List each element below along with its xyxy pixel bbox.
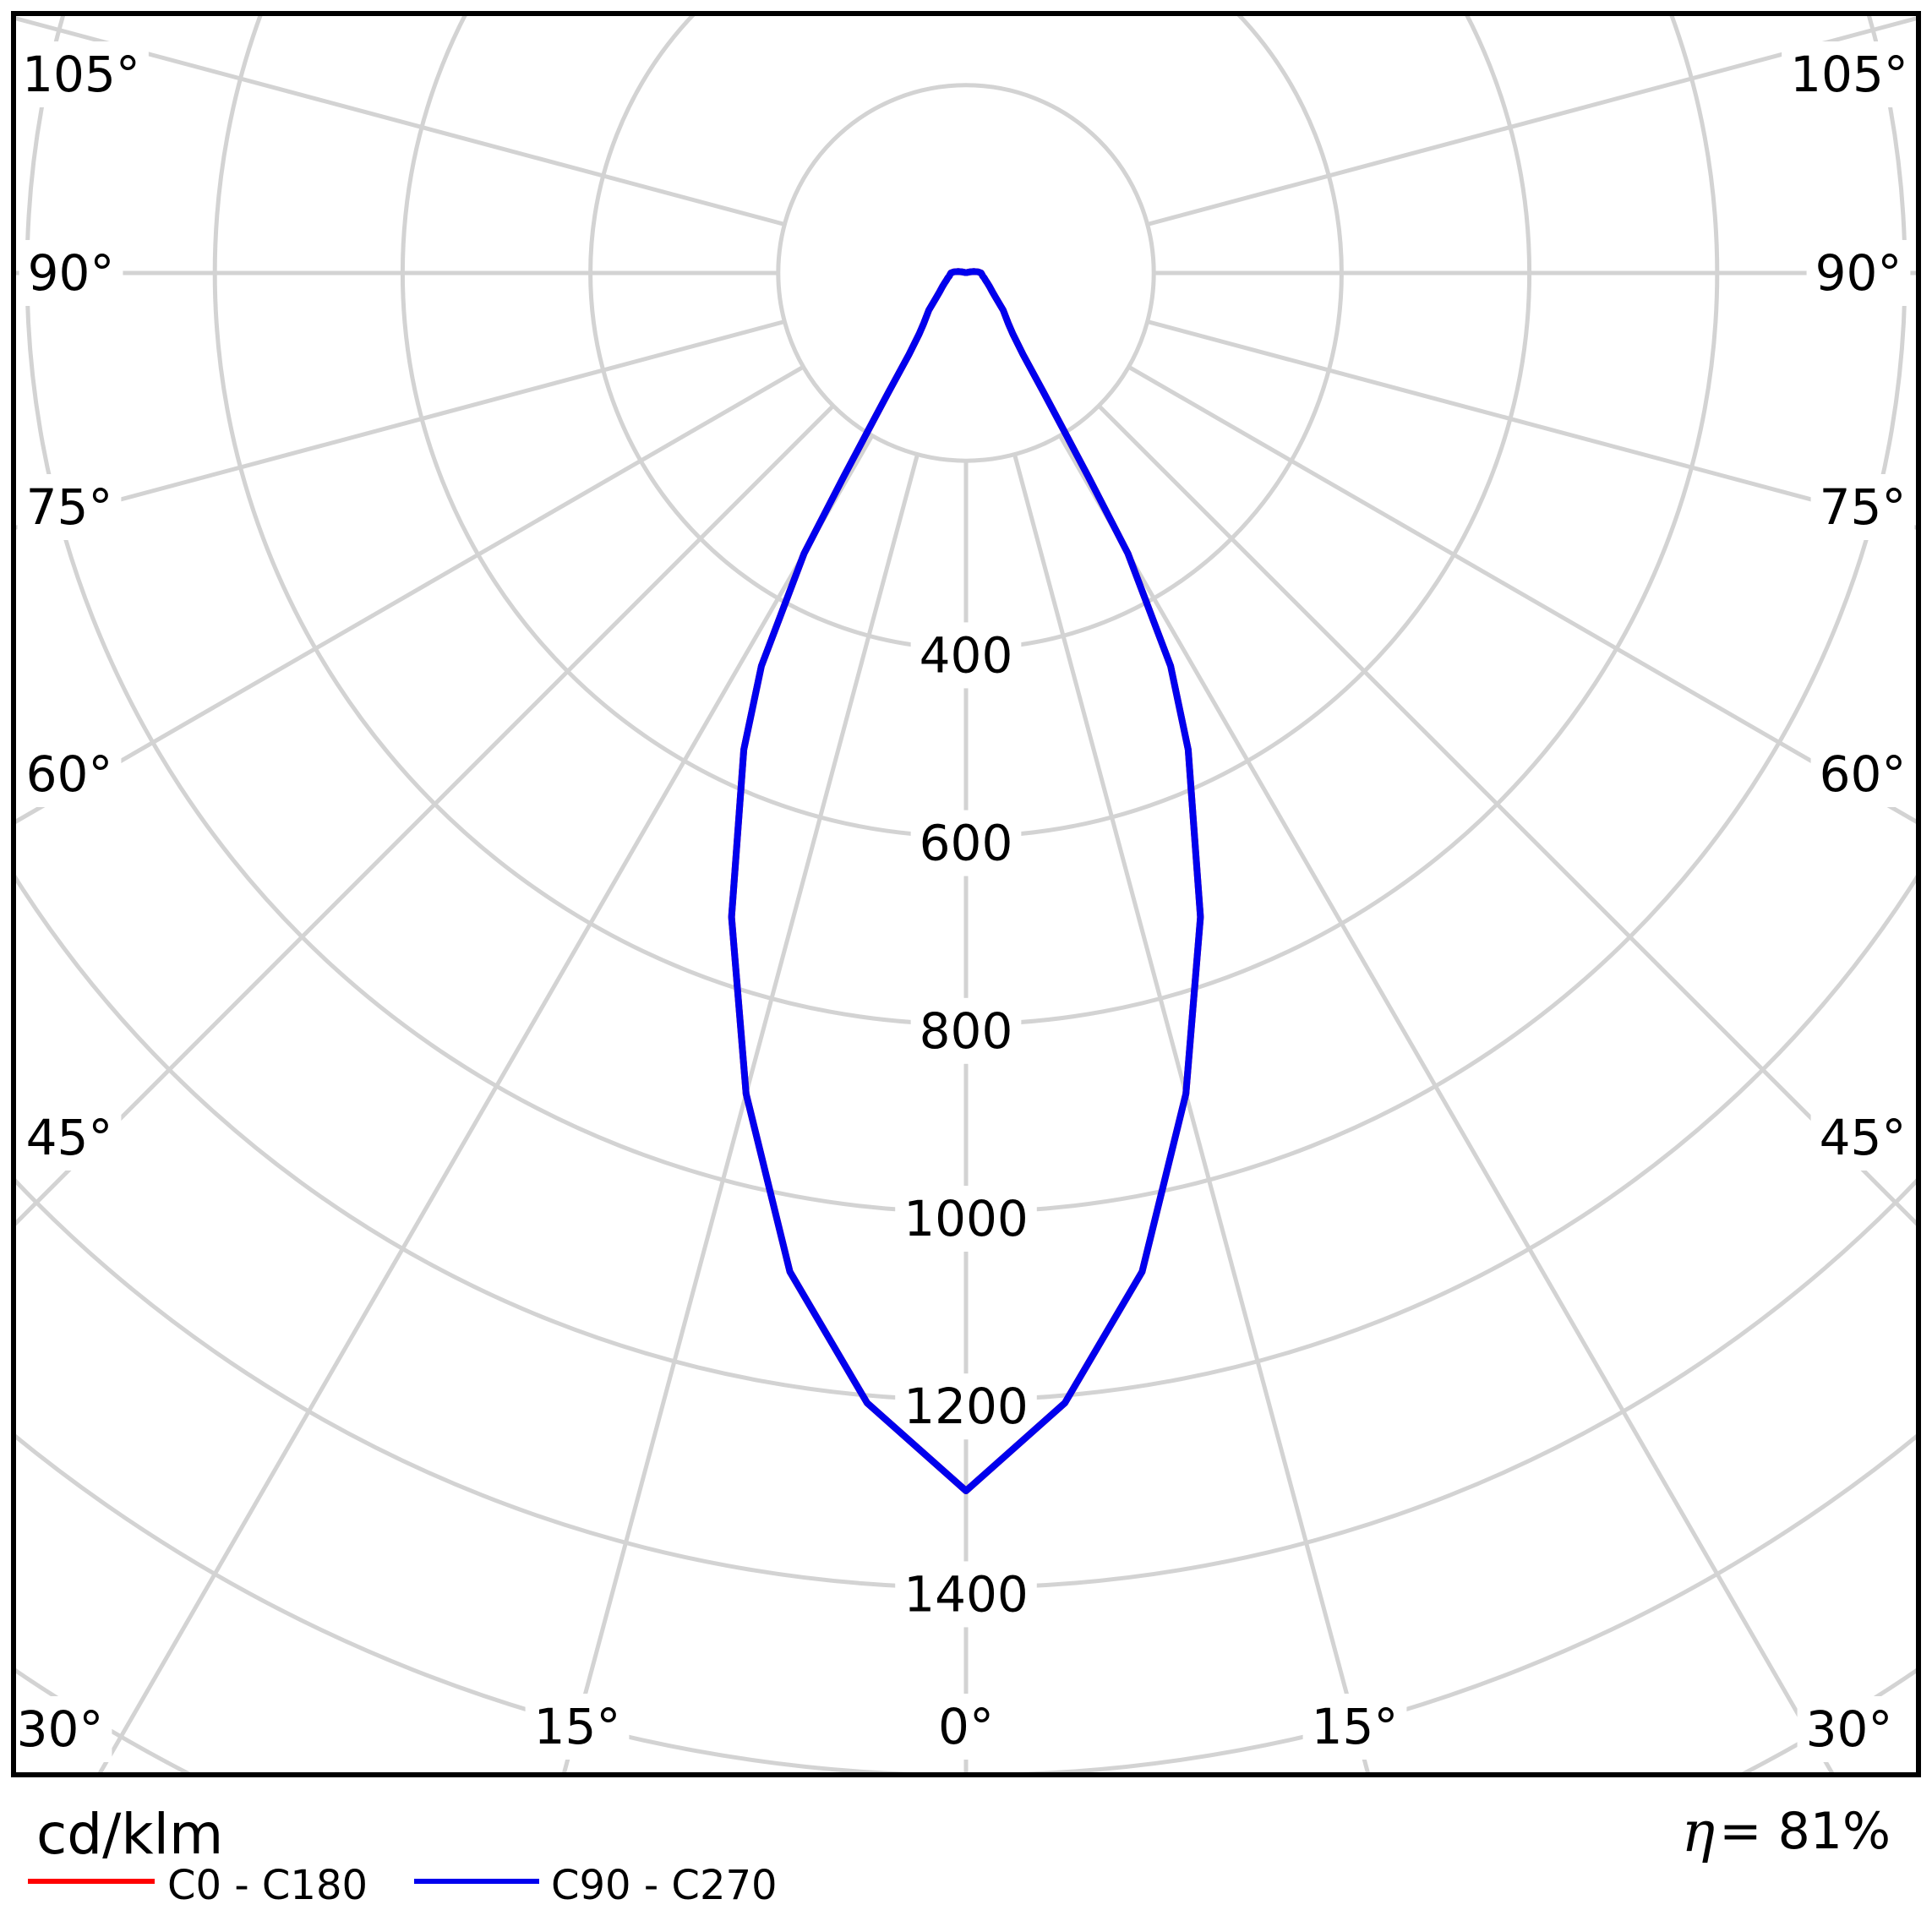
- curve-c90-c270: [728, 268, 1204, 1494]
- svg-text:1400: 1400: [903, 1565, 1029, 1623]
- angle-label-14: 105°: [1782, 41, 1917, 107]
- angle-label-11: 60°: [1810, 741, 1915, 807]
- angle-label-13: 90°: [1806, 240, 1911, 306]
- angle-label-9: 30°: [1797, 1696, 1902, 1762]
- svg-text:90°: 90°: [28, 244, 115, 302]
- svg-text:1000: 1000: [903, 1190, 1029, 1247]
- svg-text:600: 600: [920, 815, 1013, 872]
- svg-text:105°: 105°: [1790, 46, 1908, 103]
- radial-label-1200: 1200: [895, 1373, 1037, 1440]
- efficiency-text: η = 81%: [1682, 1799, 1891, 1864]
- intensity-curves: [728, 268, 1204, 1494]
- radial-label-1000: 1000: [895, 1186, 1037, 1252]
- eta-symbol: η: [1682, 1799, 1716, 1864]
- radial-label-1400: 1400: [895, 1561, 1037, 1628]
- legend-label-c0-c180: C0 - C180: [167, 1862, 368, 1909]
- angle-label-0: 105°: [14, 41, 149, 107]
- legend-label-c90-c270: C90 - C270: [551, 1862, 778, 1909]
- radial-label-400: 400: [910, 622, 1022, 689]
- angle-label-6: 15°: [525, 1694, 630, 1760]
- grid-ray-15: [1012, 453, 1371, 1775]
- grid-ray--105: [14, 15, 786, 226]
- svg-text:800: 800: [920, 1002, 1013, 1060]
- grid-ray--60: [14, 364, 805, 826]
- grid-ray--45: [14, 404, 835, 1229]
- svg-text:45°: 45°: [1820, 1109, 1907, 1166]
- legend-item-c0-c180: C0 - C180: [28, 1862, 368, 1909]
- svg-text:60°: 60°: [1820, 745, 1907, 803]
- svg-text:1200: 1200: [903, 1378, 1029, 1435]
- angle-label-12: 75°: [1810, 474, 1915, 540]
- svg-text:60°: 60°: [26, 745, 113, 803]
- grid-ray-60: [1127, 364, 1918, 826]
- svg-text:45°: 45°: [26, 1109, 113, 1166]
- grid-ray--75: [14, 319, 786, 531]
- svg-text:75°: 75°: [1820, 478, 1907, 536]
- legend: C0 - C180 C90 - C270: [28, 1862, 778, 1909]
- grid-ray--15: [561, 453, 920, 1775]
- eta-value: = 81%: [1719, 1802, 1891, 1861]
- angle-label-7: 0°: [930, 1694, 1002, 1760]
- angle-label-4: 45°: [17, 1105, 122, 1171]
- angle-label-3: 60°: [17, 741, 122, 807]
- svg-text:90°: 90°: [1815, 244, 1902, 302]
- angle-label-2: 75°: [17, 474, 122, 540]
- svg-text:105°: 105°: [22, 46, 140, 103]
- svg-text:30°: 30°: [1806, 1700, 1893, 1758]
- svg-text:15°: 15°: [1312, 1698, 1399, 1755]
- grid-labels: 105° 90° 75° 60° 45° 30° 15° 0° 15° 30° 45° 60° 75° 9…: [8, 41, 1917, 1762]
- grid-ray-75: [1146, 319, 1918, 531]
- angle-label-5: 30°: [8, 1696, 112, 1762]
- radial-label-800: 800: [910, 997, 1022, 1064]
- svg-text:75°: 75°: [26, 478, 113, 536]
- legend-item-c90-c270: C90 - C270: [414, 1862, 778, 1909]
- svg-text:400: 400: [920, 626, 1013, 684]
- angle-label-1: 90°: [19, 240, 123, 306]
- svg-text:30°: 30°: [17, 1700, 104, 1758]
- units-label: cd/klm: [36, 1802, 223, 1867]
- grid-ray-105: [1146, 15, 1918, 226]
- svg-text:15°: 15°: [534, 1698, 621, 1755]
- angle-label-10: 45°: [1810, 1105, 1915, 1171]
- grid-ray-45: [1097, 404, 1918, 1229]
- plot-frame: [11, 11, 1921, 1777]
- angle-label-8: 15°: [1302, 1694, 1407, 1760]
- radial-label-600: 600: [910, 810, 1022, 876]
- svg-text:0°: 0°: [938, 1698, 994, 1755]
